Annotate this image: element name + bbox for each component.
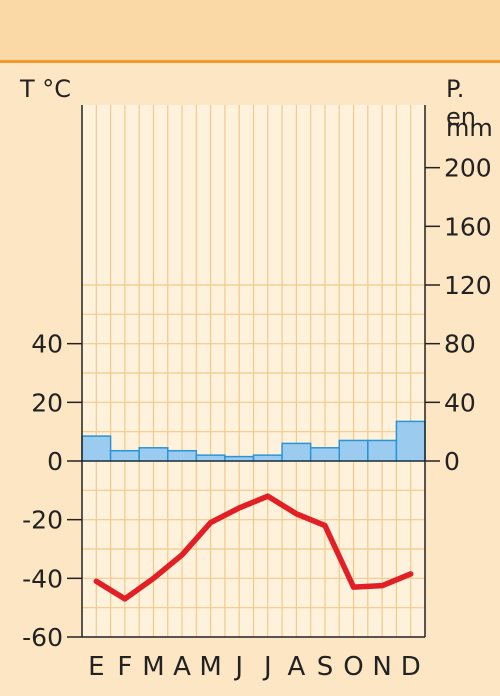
month-label: J [233,652,243,682]
month-label: M [142,652,164,682]
left-tick-label: -60 [22,623,63,652]
left-tick-label: 40 [31,330,63,359]
left-axis-title: T °C [20,75,72,103]
precipitation-bar [252,454,283,462]
header-band [0,0,500,63]
month-label: S [317,652,334,682]
month-label: M [199,652,221,682]
right-tick-label: 40 [444,388,476,417]
temperature-line [93,493,414,602]
month-label: O [343,652,363,682]
right-axis-title-line2: mm [446,114,493,142]
right-tick-label: 0 [444,447,460,476]
month-label: F [117,652,132,682]
precipitation-bar [281,442,312,462]
month-label: A [287,652,305,682]
precipitation-bar [109,449,140,462]
month-label: D [401,652,421,682]
left-tick-label: -40 [22,564,63,593]
precipitation-bar [81,435,112,462]
precipitation-bar [167,449,198,462]
right-tick-label: 120 [444,271,492,300]
month-label: A [173,652,191,682]
month-label: E [88,652,104,682]
right-tick-label: 200 [444,154,492,183]
precipitation-bar [367,439,398,462]
right-axis-title-line1: P. en [446,75,476,131]
month-label: J [262,652,272,682]
precipitation-bar [395,420,426,462]
precipitation-bar [138,447,169,462]
precipitation-bar [309,447,340,462]
month-label: N [372,652,391,682]
right-tick-label: 80 [444,330,476,359]
right-tick-label: 160 [444,212,492,241]
left-tick-label: 20 [31,388,63,417]
left-tick-label: -20 [22,506,63,535]
precipitation-bar [195,454,226,462]
precipitation-bar [338,439,369,462]
left-tick-label: 0 [47,447,63,476]
precipitation-bar [224,455,255,462]
